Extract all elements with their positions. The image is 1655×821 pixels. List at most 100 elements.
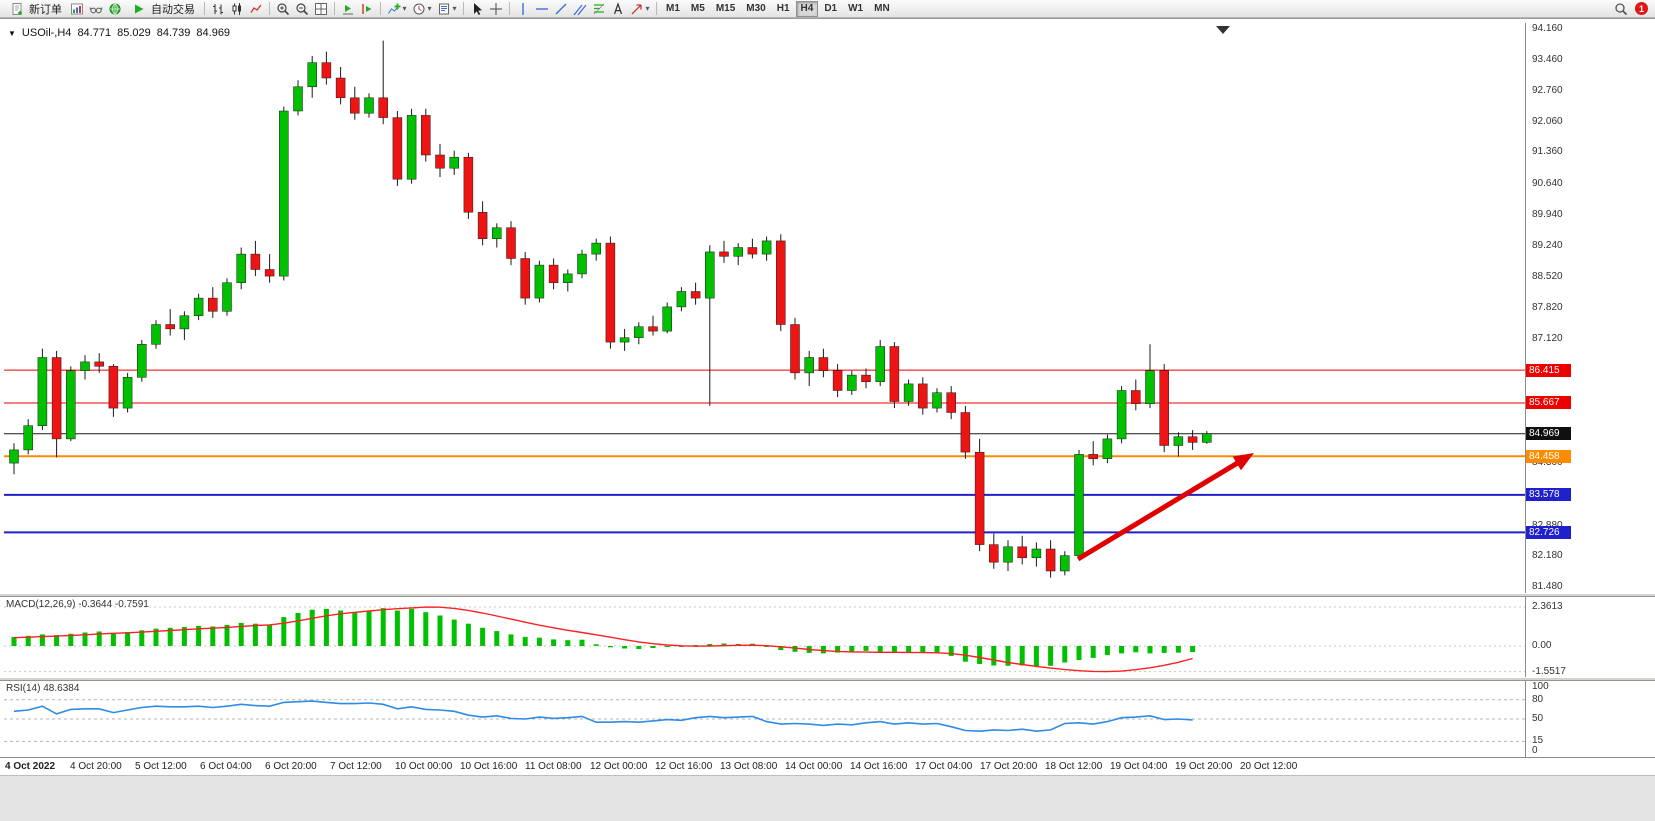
horizontal-line-button[interactable] bbox=[533, 1, 551, 17]
notification-badge[interactable]: 1 bbox=[1635, 2, 1648, 15]
rsi-chart-svg bbox=[4, 699, 1525, 742]
templates-button[interactable]: ▾ bbox=[435, 1, 459, 17]
search-button[interactable] bbox=[1612, 1, 1630, 17]
autotrading-label: 自动交易 bbox=[151, 3, 195, 16]
price-axis-label: 82.180 bbox=[1532, 550, 1563, 561]
candlestick-button[interactable] bbox=[228, 1, 246, 17]
ohlc-bars-button[interactable] bbox=[209, 1, 227, 17]
time-axis[interactable]: 4 Oct 2022 4 Oct 20:00 5 Oct 12:00 6 Oct 04… bbox=[0, 757, 1655, 776]
chart-ohlc-title: ▼ USOil-,H4 84.771 85.029 84.739 84.969 bbox=[8, 27, 230, 39]
time-axis-label: 19 Oct 04:00 bbox=[1110, 761, 1168, 772]
fibonacci-icon bbox=[593, 3, 605, 14]
tile-windows-button[interactable] bbox=[312, 1, 330, 17]
macd-panel[interactable]: MACD(12,26,9) -0.3644 -0.7591 2.3613 0.00… bbox=[0, 597, 1655, 677]
open-value: 84.771 bbox=[77, 27, 112, 39]
toolbar-separator bbox=[334, 2, 335, 15]
trendline-icon bbox=[555, 3, 567, 14]
timeframe-w1-button[interactable]: W1 bbox=[848, 2, 864, 14]
macd-axis-label: 0.00 bbox=[1532, 640, 1552, 651]
macd-axis-label: -1.5517 bbox=[1532, 666, 1566, 677]
low-value: 84.739 bbox=[156, 27, 191, 39]
rsi-axis-label: 50 bbox=[1532, 713, 1544, 724]
line-chart-button[interactable] bbox=[247, 1, 265, 17]
toolbar-separator bbox=[509, 2, 510, 15]
price-axis-label: 88.520 bbox=[1532, 271, 1563, 282]
new-order-button[interactable]: 新订单 bbox=[3, 0, 67, 18]
panel-splitter[interactable] bbox=[0, 677, 1655, 681]
periods-button[interactable]: ▾ bbox=[410, 1, 434, 17]
price-chart-svg bbox=[4, 26, 1525, 578]
rsi-panel[interactable]: RSI(14) 48.6384 100 80 50 15 0 bbox=[0, 681, 1655, 757]
price-axis-label: 92.760 bbox=[1532, 85, 1563, 96]
toolbar-separator bbox=[380, 2, 381, 15]
candlestick-chart[interactable]: ▼ USOil-,H4 84.771 85.029 84.739 84.969 bbox=[4, 23, 1525, 593]
horizontal-line-icon bbox=[536, 7, 548, 10]
time-axis-label: 18 Oct 12:00 bbox=[1045, 761, 1103, 772]
price-axis-label: 92.060 bbox=[1532, 116, 1563, 127]
time-axis-label: 12 Oct 16:00 bbox=[655, 761, 713, 772]
price-axis-label: 87.820 bbox=[1532, 302, 1563, 313]
fibonacci-button[interactable] bbox=[590, 1, 608, 17]
cursor-icon bbox=[474, 2, 482, 15]
profiles-button[interactable] bbox=[87, 1, 105, 17]
timeframe-d1-button[interactable]: D1 bbox=[824, 2, 838, 14]
rsi-axis-label: 0 bbox=[1532, 745, 1538, 756]
new-order-label: 新订单 bbox=[29, 3, 62, 16]
time-axis-label: 17 Oct 20:00 bbox=[980, 761, 1038, 772]
vertical-line-icon bbox=[522, 2, 524, 15]
price-axis-label: 90.640 bbox=[1532, 178, 1563, 189]
window-background bbox=[0, 775, 1655, 821]
price-tag: 82.726 bbox=[1526, 526, 1571, 539]
timeframe-mn-button[interactable]: MN bbox=[874, 2, 890, 14]
indicators-button[interactable]: ▾ bbox=[385, 1, 409, 17]
timeframe-h1-button[interactable]: H1 bbox=[776, 2, 790, 14]
text-button[interactable] bbox=[609, 1, 627, 17]
dropdown-caret-icon: ▾ bbox=[427, 4, 432, 13]
timeframe-m15-button[interactable]: M15 bbox=[715, 2, 736, 14]
zoom-out-button[interactable] bbox=[293, 1, 311, 17]
trendline-button[interactable] bbox=[552, 1, 570, 17]
time-axis-label: 6 Oct 04:00 bbox=[200, 761, 252, 772]
zoom-in-icon bbox=[277, 2, 290, 15]
price-axis-label: 89.940 bbox=[1532, 209, 1563, 220]
price-axis[interactable]: 94.160 93.460 92.760 92.060 91.360 90.640 89.9… bbox=[1525, 23, 1655, 593]
crosshair-button[interactable] bbox=[487, 1, 505, 17]
time-axis-label: 19 Oct 20:00 bbox=[1175, 761, 1233, 772]
new-chart-button[interactable] bbox=[68, 1, 86, 17]
timeframe-m5-button[interactable]: M5 bbox=[690, 2, 705, 14]
time-axis-label: 10 Oct 00:00 bbox=[395, 761, 453, 772]
toolbar-separator bbox=[656, 2, 657, 15]
price-tag: 84.458 bbox=[1526, 450, 1571, 463]
shapes-button[interactable]: ▾ bbox=[628, 1, 652, 17]
timeframe-m30-button[interactable]: M30 bbox=[746, 2, 766, 14]
cursor-button[interactable] bbox=[468, 1, 486, 17]
auto-scroll-icon bbox=[343, 4, 353, 14]
market-watch-button[interactable] bbox=[106, 1, 124, 17]
high-value: 85.029 bbox=[117, 27, 151, 39]
timeframe-h4-button[interactable]: H4 bbox=[795, 0, 819, 17]
time-axis-label: 6 Oct 20:00 bbox=[265, 761, 317, 772]
toolbar-separator bbox=[269, 2, 270, 15]
macd-axis-label: 2.3613 bbox=[1532, 601, 1563, 612]
zoom-in-button[interactable] bbox=[274, 1, 292, 17]
autotrading-button[interactable]: 自动交易 bbox=[125, 0, 200, 18]
toolbar-separator bbox=[463, 2, 464, 15]
time-axis-label: 11 Oct 08:00 bbox=[525, 761, 582, 772]
macd-label: MACD(12,26,9) -0.3644 -0.7591 bbox=[6, 599, 149, 610]
symbol-dropdown-icon[interactable]: ▼ bbox=[8, 28, 16, 38]
globe-icon bbox=[109, 3, 121, 14]
zoom-out-icon bbox=[296, 2, 309, 15]
chart-shift-button[interactable] bbox=[358, 1, 376, 17]
channel-button[interactable] bbox=[571, 1, 589, 17]
vertical-line-button[interactable] bbox=[514, 1, 532, 17]
template-icon bbox=[439, 3, 450, 14]
panel-splitter[interactable] bbox=[0, 593, 1655, 597]
timeframe-m1-button[interactable]: M1 bbox=[666, 2, 680, 14]
tile-windows-icon bbox=[315, 2, 327, 15]
rsi-label: RSI(14) 48.6384 bbox=[6, 683, 79, 694]
top-toolbar: 新订单 自动交易 ▾ ▾ ▾ ▾ M1 M5 M15 M30 H1 H4 D1 … bbox=[0, 0, 1655, 18]
time-axis-label: 13 Oct 08:00 bbox=[720, 761, 778, 772]
auto-scroll-button[interactable] bbox=[339, 1, 357, 17]
indicators-icon bbox=[388, 3, 401, 14]
macd-values: -0.3644 -0.7591 bbox=[78, 599, 149, 610]
